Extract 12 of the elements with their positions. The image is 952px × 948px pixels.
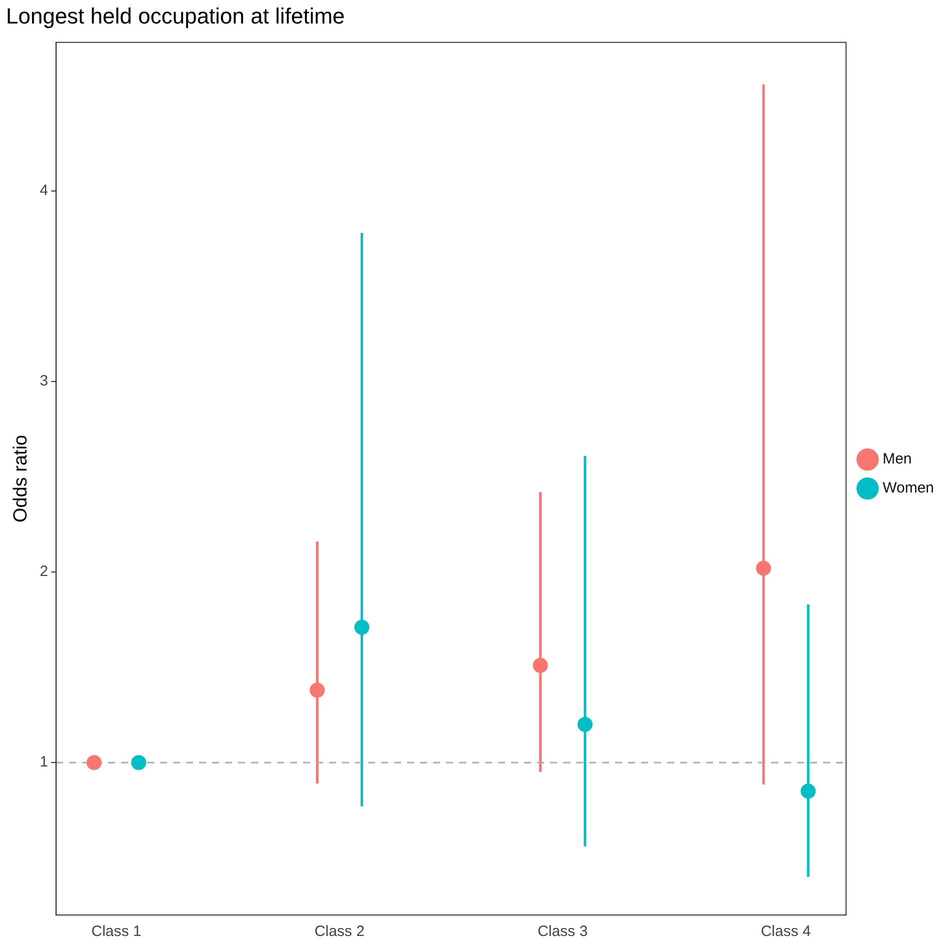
y-axis-title: Odds ratio bbox=[10, 434, 32, 523]
x-tick-label: Class 2 bbox=[314, 923, 365, 940]
y-tick-label: 1 bbox=[40, 754, 48, 771]
chart-title: Longest held occupation at lifetime bbox=[6, 3, 345, 28]
x-tick-label: Class 1 bbox=[91, 923, 142, 940]
y-tick-label: 2 bbox=[40, 563, 48, 580]
legend-label: Women bbox=[882, 480, 934, 497]
x-tick-label: Class 4 bbox=[760, 923, 811, 940]
y-tick-label: 4 bbox=[40, 182, 48, 200]
x-tick-label: Class 3 bbox=[538, 923, 588, 940]
y-tick-label: 3 bbox=[40, 372, 48, 390]
legend-label: Men bbox=[882, 450, 912, 468]
